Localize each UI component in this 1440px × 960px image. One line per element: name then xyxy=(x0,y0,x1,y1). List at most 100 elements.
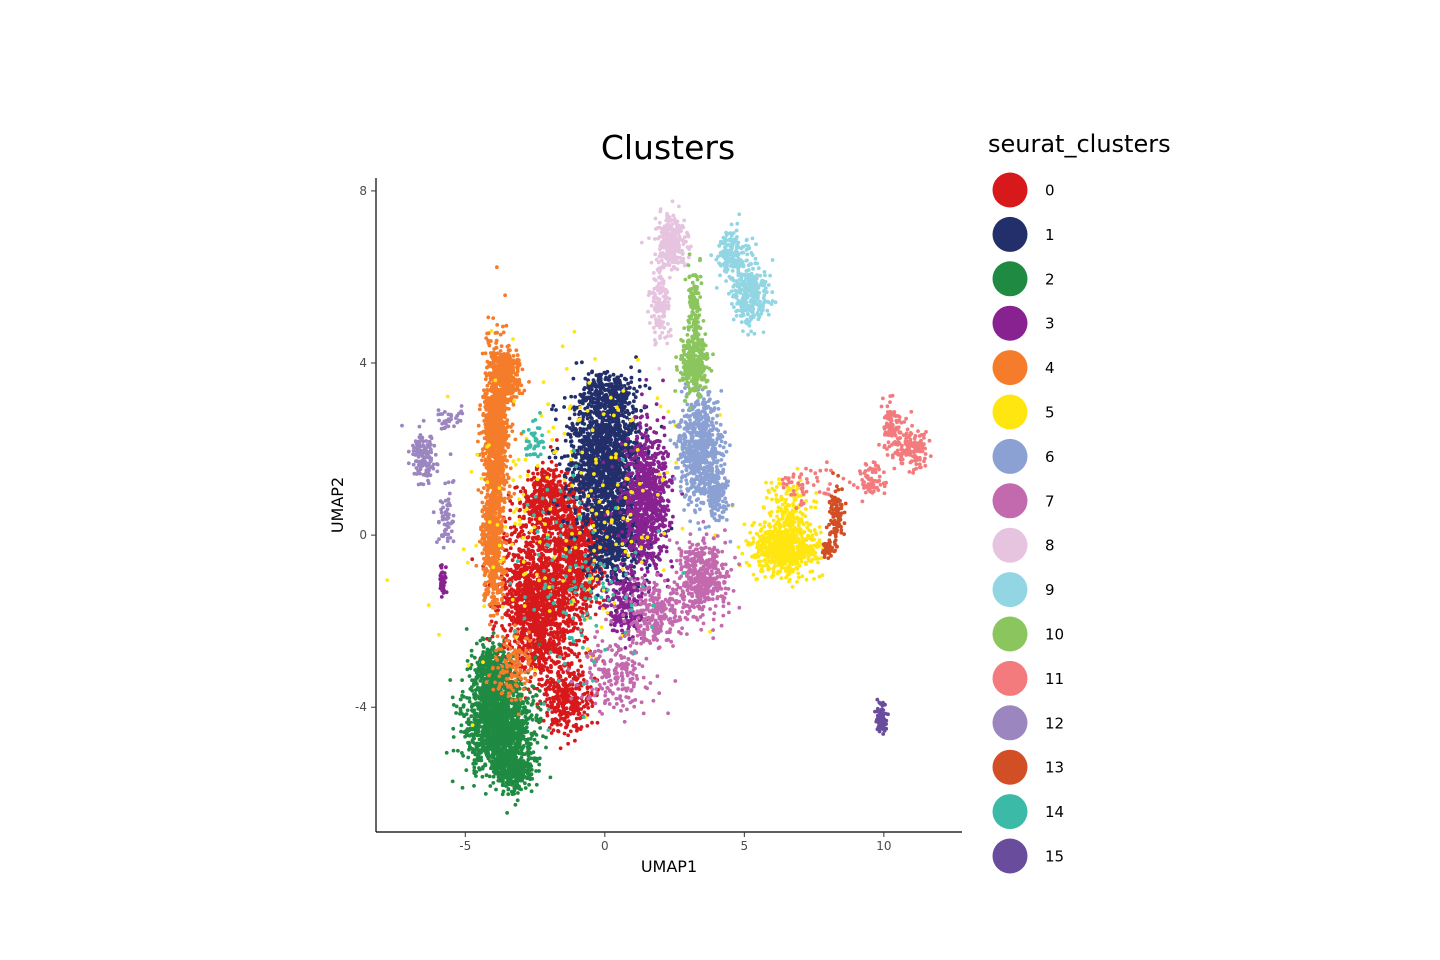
point xyxy=(627,385,632,390)
point xyxy=(606,544,611,549)
point xyxy=(570,689,575,694)
point xyxy=(554,718,559,722)
point xyxy=(531,483,536,487)
point xyxy=(538,481,543,486)
point xyxy=(540,473,544,478)
point xyxy=(587,477,592,482)
point xyxy=(634,407,638,412)
point xyxy=(565,467,570,472)
point xyxy=(579,467,583,472)
point xyxy=(510,558,515,563)
point xyxy=(585,516,590,521)
point xyxy=(566,504,571,509)
point xyxy=(601,525,606,529)
point xyxy=(581,427,586,432)
point xyxy=(555,697,560,701)
point xyxy=(551,643,556,648)
point xyxy=(504,548,509,552)
point xyxy=(622,393,627,398)
point xyxy=(529,675,533,680)
point xyxy=(544,558,548,562)
point xyxy=(508,628,513,633)
point xyxy=(596,530,600,535)
point xyxy=(562,396,567,400)
point xyxy=(596,450,601,454)
point xyxy=(550,717,555,722)
point xyxy=(585,724,590,728)
point xyxy=(583,548,588,552)
point xyxy=(525,555,530,560)
point xyxy=(527,498,531,503)
point xyxy=(566,514,570,518)
point xyxy=(557,580,562,585)
point xyxy=(588,560,592,564)
point xyxy=(593,479,598,483)
point xyxy=(526,478,530,482)
point xyxy=(604,444,609,449)
point xyxy=(531,594,536,598)
point xyxy=(614,472,619,476)
point xyxy=(535,628,539,633)
point xyxy=(539,563,544,567)
point xyxy=(544,688,548,693)
point xyxy=(525,494,530,499)
point xyxy=(573,395,578,399)
point xyxy=(577,658,582,663)
point xyxy=(536,594,540,599)
point xyxy=(606,418,611,422)
point xyxy=(629,375,634,380)
point xyxy=(585,508,590,513)
point xyxy=(541,533,546,538)
point xyxy=(617,429,622,433)
point xyxy=(549,676,553,681)
point xyxy=(585,702,590,706)
point xyxy=(556,683,561,688)
point xyxy=(575,626,580,631)
point xyxy=(616,557,621,562)
point xyxy=(558,508,562,513)
point xyxy=(553,544,558,548)
point xyxy=(563,602,568,606)
point xyxy=(598,405,603,410)
point xyxy=(514,619,519,624)
point xyxy=(582,395,586,400)
point xyxy=(568,712,573,716)
point xyxy=(575,700,580,704)
point xyxy=(581,392,586,397)
point xyxy=(611,499,615,503)
point xyxy=(545,710,549,715)
point xyxy=(558,722,563,727)
point xyxy=(535,471,540,476)
point xyxy=(562,524,567,528)
point xyxy=(559,667,564,672)
point xyxy=(534,510,539,515)
point xyxy=(607,449,612,453)
point xyxy=(588,432,592,437)
point xyxy=(635,389,639,394)
point xyxy=(526,578,531,582)
point xyxy=(494,620,498,625)
point xyxy=(560,678,565,683)
point xyxy=(585,416,590,421)
point xyxy=(566,733,570,738)
point xyxy=(542,692,547,697)
point xyxy=(568,642,573,646)
point xyxy=(588,482,592,486)
point xyxy=(532,552,537,557)
point xyxy=(547,578,552,583)
point xyxy=(560,568,564,572)
point xyxy=(608,440,613,445)
point xyxy=(556,589,561,593)
point xyxy=(607,382,612,387)
point xyxy=(622,557,627,562)
point xyxy=(531,662,536,666)
point xyxy=(620,408,625,413)
point xyxy=(579,664,584,669)
point xyxy=(618,403,623,408)
point xyxy=(565,714,570,719)
point xyxy=(616,375,621,380)
point xyxy=(596,390,601,395)
point xyxy=(508,508,513,513)
point xyxy=(564,509,568,514)
point xyxy=(599,439,603,444)
